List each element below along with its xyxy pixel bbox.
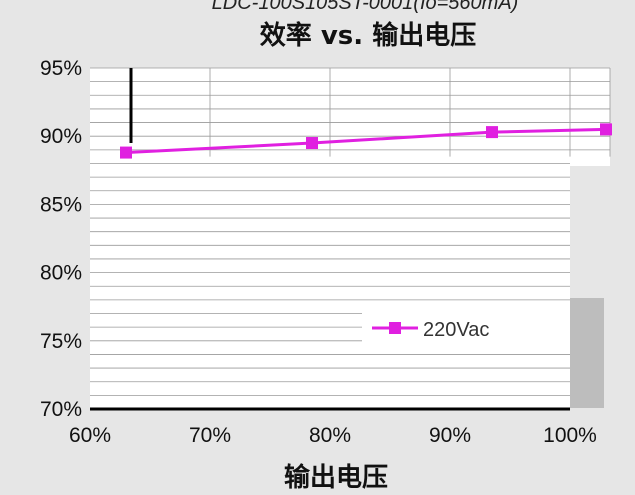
data-point [120, 146, 132, 159]
y-tick-label: 75% [40, 330, 82, 353]
x-tick-label: 60% [69, 424, 111, 447]
chart-subtitle: LDC-100S105ST-0001(Io=560mA) [212, 0, 519, 14]
y-tick-label: 80% [40, 262, 82, 285]
axes [90, 68, 570, 411]
legend-marker-swatch [389, 322, 401, 334]
y-tick-label: 90% [40, 125, 82, 148]
y-tick-label: 70% [40, 398, 82, 421]
legend: 220Vac [362, 310, 570, 350]
x-tick-label: 100% [543, 424, 597, 447]
x-tick-label: 90% [429, 424, 471, 447]
data-point [486, 126, 498, 139]
series-line-220vac [125, 127, 607, 155]
grid-lines [90, 67, 611, 396]
chart-title: 效率 vs. 输出电压 [260, 20, 476, 51]
y-tick-label: 95% [40, 57, 82, 80]
data-point [600, 123, 612, 136]
x-tick-label: 80% [309, 424, 351, 447]
legend-hatch [570, 298, 604, 408]
tick-labels: 70% 75% 80% 85% 90% 95% 60% 70% 80% 90% 100% [40, 57, 597, 447]
legend-entry-220vac: 220Vac [423, 319, 489, 341]
plot-area-lower [90, 166, 570, 409]
y-tick-label: 85% [40, 193, 82, 216]
x-tick-label: 70% [189, 424, 231, 447]
data-point [306, 137, 318, 150]
x-axis-label: 输出电压 [284, 462, 388, 493]
series-layer [120, 123, 612, 159]
